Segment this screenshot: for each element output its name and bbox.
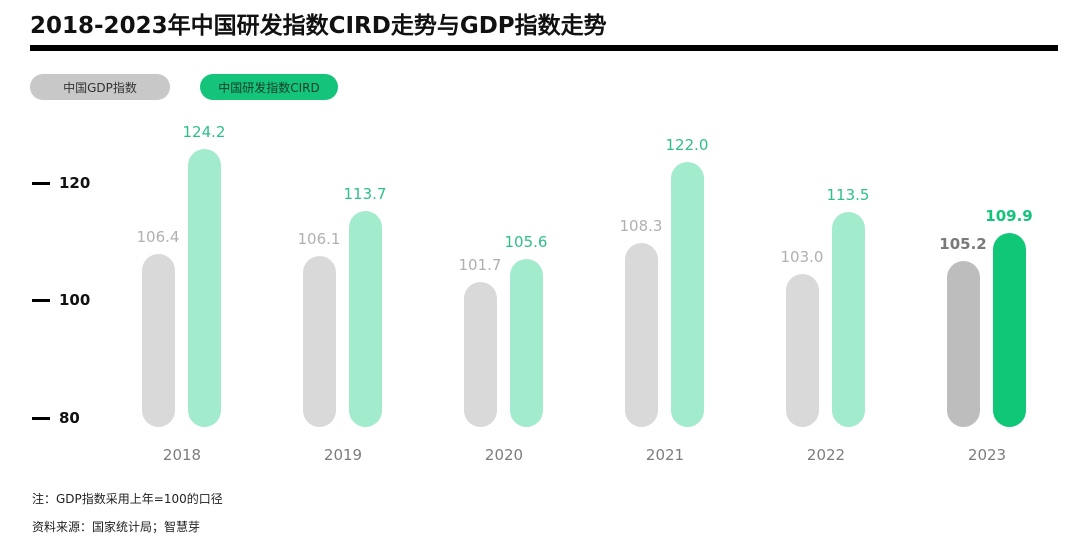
cird-bar-2023 [993,233,1026,427]
cird-bar-2019 [349,211,382,427]
legend-cird: 中国研发指数CIRD [200,74,338,100]
cird-value-label-2023: 109.9 [985,207,1033,225]
legend-cird-label: 中国研发指数CIRD [218,80,320,95]
cird-value-label-2021: 122.0 [665,136,709,154]
gdp-value-label-2021: 108.3 [619,217,663,235]
gdp-value-label-2019: 106.1 [297,230,341,248]
gdp-bar-2020 [464,282,497,427]
cird-value-label-2020: 105.6 [504,233,548,251]
gdp-value-label-2023: 105.2 [939,235,987,253]
gdp-bar-2023 [947,261,980,427]
cird-value-label-2022: 113.5 [826,186,870,204]
tick-mark [32,298,50,302]
cird-bar-2018 [188,149,221,427]
legend-gdp-label: 中国GDP指数 [63,80,137,95]
cird-bar-2021 [671,162,704,427]
cird-bar-2020 [510,259,543,427]
gdp-bar-2022 [786,274,819,427]
source-note: 资料来源：国家统计局；智慧芽 [32,520,201,534]
y-tick-label: 120 [59,174,91,192]
cird-bar-2022 [832,212,865,427]
chart-title: 2018-2023年中国研发指数CIRD走势与GDP指数走势 [30,13,607,39]
y-tick-80: 80 [32,409,80,427]
gdp-bar-2018 [142,254,175,427]
gdp-bar-2019 [303,256,336,427]
legend-gdp: 中国GDP指数 [30,74,170,100]
cird-value-label-2019: 113.7 [343,185,387,203]
title-divider [30,45,1058,51]
x-label-2018: 2018 [162,446,202,464]
gdp-value-label-2022: 103.0 [780,248,824,266]
footnote: 注：GDP指数采用上年=100的口径 [32,492,223,506]
gdp-value-label-2018: 106.4 [136,228,180,246]
x-label-2019: 2019 [323,446,363,464]
tick-mark [32,416,50,420]
x-label-2022: 2022 [806,446,846,464]
y-tick-100: 100 [32,291,90,309]
y-tick-label: 80 [59,409,80,427]
cird-value-label-2018: 124.2 [182,123,226,141]
x-label-2023: 2023 [967,446,1007,464]
x-label-2021: 2021 [645,446,685,464]
gdp-value-label-2020: 101.7 [458,256,502,274]
tick-mark [32,181,50,185]
y-tick-120: 120 [32,174,90,192]
x-label-2020: 2020 [484,446,524,464]
gdp-bar-2021 [625,243,658,427]
y-tick-label: 100 [59,291,91,309]
